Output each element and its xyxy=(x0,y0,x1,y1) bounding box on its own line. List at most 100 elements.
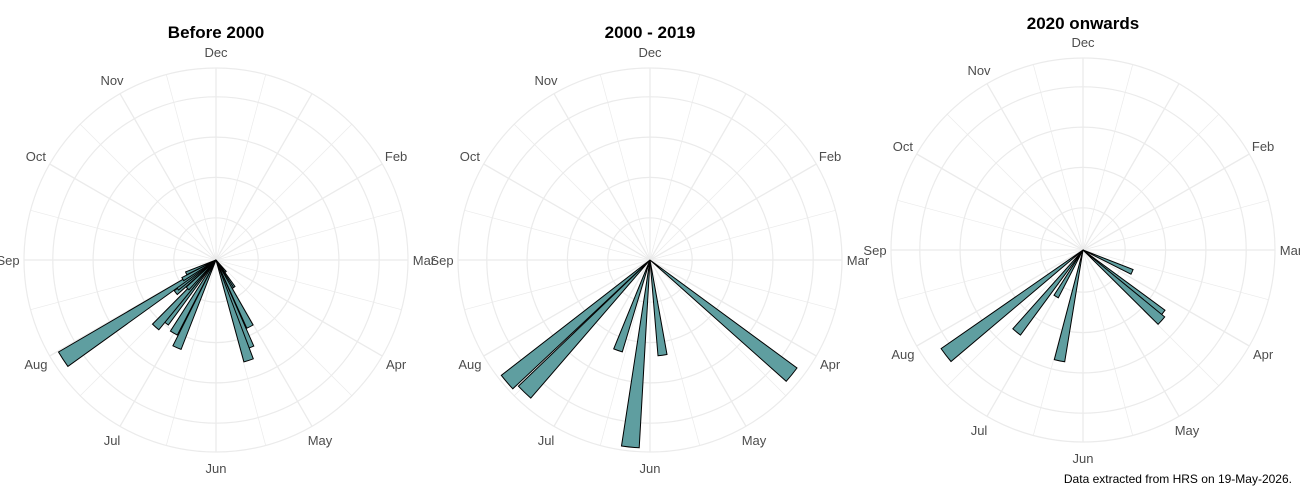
grid-spoke xyxy=(946,249,1084,387)
polar-grid xyxy=(890,57,1276,443)
month-label-nov: Nov xyxy=(967,63,991,78)
month-label-dec: Dec xyxy=(638,45,662,60)
month-label-jun: Jun xyxy=(640,461,661,476)
data-source-caption: Data extracted from HRS on 19-May-2026. xyxy=(1063,472,1292,486)
grid-spoke xyxy=(946,113,1084,251)
polar-bar-1 xyxy=(649,259,668,357)
polar-bar-4 xyxy=(517,259,651,399)
grid-spoke xyxy=(599,74,651,261)
month-label-apr: Apr xyxy=(820,357,841,372)
month-label-aug: Aug xyxy=(458,357,481,372)
grid-spoke xyxy=(1082,153,1250,251)
polar-bar-0 xyxy=(1082,249,1134,275)
month-label-feb: Feb xyxy=(1252,139,1274,154)
grid-spoke xyxy=(649,259,836,311)
grid-spoke xyxy=(119,93,217,261)
grid-spoke xyxy=(1082,249,1269,301)
grid-spoke xyxy=(215,74,267,261)
grid-spoke xyxy=(649,93,747,261)
grid-spoke xyxy=(897,199,1084,251)
month-label-oct: Oct xyxy=(460,149,481,164)
grid-spoke xyxy=(649,209,836,261)
polar-bar-2 xyxy=(620,259,651,449)
month-labels: Dec Feb Mar Apr May Jun Jul Aug Sep Oct Nov xyxy=(430,45,869,476)
month-label-mar: Mar xyxy=(413,253,436,268)
grid-spoke xyxy=(215,259,353,397)
month-label-jun: Jun xyxy=(1073,451,1094,466)
panel-title: Before 2000 xyxy=(168,23,264,42)
grid-spoke xyxy=(215,259,383,357)
polar-bar-4 xyxy=(215,259,254,329)
grid-spoke xyxy=(599,259,651,446)
grid-spoke xyxy=(1082,64,1134,251)
grid-spoke xyxy=(986,83,1084,251)
grid-spoke xyxy=(1082,83,1180,251)
grid-spoke xyxy=(916,249,1084,347)
grid-spoke xyxy=(1082,113,1220,251)
month-label-feb: Feb xyxy=(819,149,841,164)
month-label-oct: Oct xyxy=(26,149,47,164)
panel-2000-2019: 2000 - 2019 Dec Feb Mar Apr May Jun Jul Aug Sep O… xyxy=(430,23,869,476)
grid-spoke xyxy=(215,163,383,261)
grid-spoke xyxy=(165,74,217,261)
bars xyxy=(500,259,798,449)
grid-spoke xyxy=(513,123,651,261)
grid-spoke xyxy=(1082,249,1134,436)
grid-spoke xyxy=(483,259,651,357)
grid-spoke xyxy=(464,259,651,311)
grid-spoke xyxy=(916,153,1084,251)
month-label-jun: Jun xyxy=(206,461,227,476)
bars xyxy=(57,259,255,368)
month-label-jul: Jul xyxy=(538,433,555,448)
polar-bar-7 xyxy=(172,259,217,351)
grid-spoke xyxy=(30,259,217,311)
panel-title: 2020 onwards xyxy=(1027,14,1139,33)
grid-spoke xyxy=(215,259,402,311)
panel-2020-onwards: 2020 onwards Dec Feb Mar Apr May Jun Jul Aug Sep… xyxy=(863,14,1300,466)
month-label-may: May xyxy=(1175,423,1200,438)
grid-spoke xyxy=(30,209,217,261)
month-label-feb: Feb xyxy=(385,149,407,164)
grid-spoke xyxy=(649,259,787,397)
grid-spoke xyxy=(553,93,651,261)
polar-grid xyxy=(457,67,843,453)
month-label-dec: Dec xyxy=(1071,35,1095,50)
grid-spoke xyxy=(483,163,651,261)
polar-bar-6 xyxy=(215,259,254,363)
panel-before-2000: Before 2000 Dec Feb Mar Apr May Jun Jul Aug Sep O… xyxy=(0,23,436,476)
grid-spoke xyxy=(649,259,701,446)
month-label-mar: Mar xyxy=(847,253,870,268)
grid-spoke xyxy=(464,209,651,261)
polar-bar-4 xyxy=(1053,249,1084,299)
month-label-apr: Apr xyxy=(1253,347,1274,362)
polar-bar-14 xyxy=(57,259,217,368)
grid-spoke xyxy=(49,163,217,261)
polar-bar-2 xyxy=(1082,249,1166,326)
grid-spoke xyxy=(553,259,651,427)
polar-bar-3 xyxy=(613,259,651,353)
month-label-mar: Mar xyxy=(1280,243,1300,258)
month-labels: Dec Feb Mar Apr May Jun Jul Aug Sep Oct Nov xyxy=(0,45,436,476)
polar-bar-8 xyxy=(169,259,217,336)
polar-bar-5 xyxy=(1012,249,1084,336)
grid-spoke xyxy=(649,74,701,261)
grid-spoke xyxy=(1082,199,1269,251)
month-label-oct: Oct xyxy=(893,139,914,154)
grid-spoke xyxy=(1082,249,1250,347)
grid-spoke xyxy=(649,259,747,427)
polar-bar-15 xyxy=(181,259,217,282)
month-label-jul: Jul xyxy=(971,423,988,438)
grid-spoke xyxy=(215,93,313,261)
month-label-sep: Sep xyxy=(863,243,886,258)
grid-spoke xyxy=(1082,249,1180,417)
month-label-may: May xyxy=(742,433,767,448)
polar-bar-0 xyxy=(649,259,798,383)
month-labels: Dec Feb Mar Apr May Jun Jul Aug Sep Oct Nov xyxy=(863,35,1300,466)
month-label-dec: Dec xyxy=(204,45,228,60)
month-label-nov: Nov xyxy=(534,73,558,88)
month-label-aug: Aug xyxy=(24,357,47,372)
polar-bar-5 xyxy=(500,259,651,390)
month-label-nov: Nov xyxy=(100,73,124,88)
polar-bar-5 xyxy=(215,259,255,350)
